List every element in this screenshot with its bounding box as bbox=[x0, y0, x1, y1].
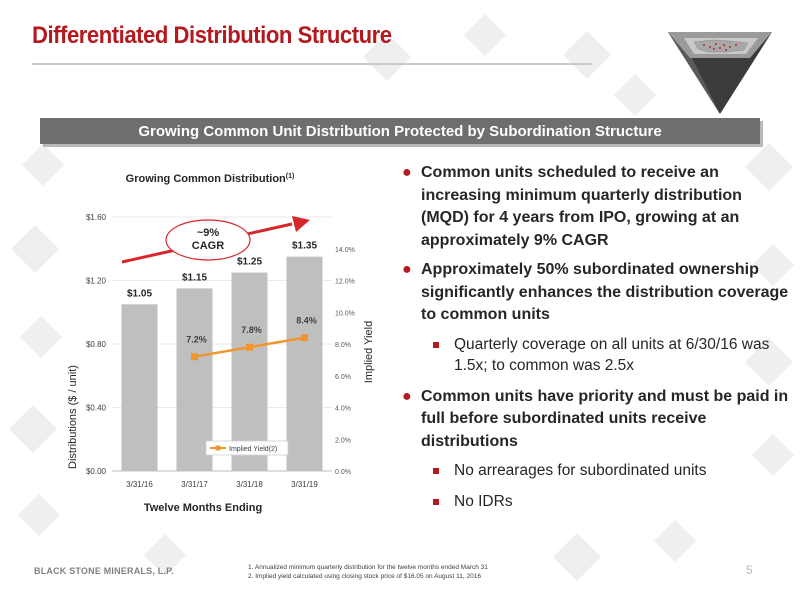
footnote: 1. Annualized minimum quarterly distribu… bbox=[248, 564, 488, 571]
y-right-tick-label: 12.0% bbox=[335, 279, 355, 286]
cagr-arrowhead-icon bbox=[292, 216, 310, 232]
x-tick-label: 3/31/16 bbox=[126, 480, 153, 489]
y-right-tick-label: 8.0% bbox=[335, 342, 351, 349]
bar-data-label: $1.35 bbox=[292, 241, 317, 252]
distribution-chart: Growing Common Distribution(1) $1.05 $1.1… bbox=[60, 162, 390, 524]
chart-bars: $1.05 $1.15 $1.25 $1.35 bbox=[121, 241, 323, 471]
bullet-item: ● Common units scheduled to receive an in… bbox=[402, 162, 790, 252]
company-logo bbox=[668, 32, 772, 114]
background-tile bbox=[10, 224, 60, 274]
chart-canvas: Growing Common Distribution(1) $1.05 $1.1… bbox=[67, 173, 375, 514]
bullet-square-icon bbox=[433, 498, 439, 505]
yield-data-label: 7.8% bbox=[241, 325, 262, 335]
cagr-bubble bbox=[165, 219, 251, 261]
bar bbox=[231, 272, 268, 471]
bullet-text: Approximately 50% subordinated ownership… bbox=[421, 261, 789, 323]
bar bbox=[286, 256, 323, 471]
background-tile bbox=[562, 30, 612, 80]
chart-title: Growing Common Distribution(1) bbox=[126, 173, 295, 185]
legend-box bbox=[205, 440, 289, 456]
background-tile bbox=[21, 143, 65, 187]
y-tick-label: $0.80 bbox=[86, 340, 107, 349]
bullet-dot-icon: ● bbox=[402, 261, 412, 278]
y-tick-label: $0.00 bbox=[86, 467, 107, 476]
footnotes: 1. Annualized minimum quarterly distribu… bbox=[248, 563, 488, 581]
y-axis-title: Distributions ($ / unit) bbox=[67, 365, 79, 469]
y-axis-right-title: Implied Yield bbox=[363, 321, 375, 383]
background-tile bbox=[8, 404, 58, 454]
cagr-annotation: ~9%CAGR bbox=[121, 216, 310, 264]
bar bbox=[121, 304, 158, 471]
background-tile bbox=[17, 493, 61, 537]
footer-company-name: BLACK STONE MINERALS, L.P. bbox=[34, 566, 174, 576]
chart-axes: $0.00 $0.40 $0.80 $1.20 $1.60 0.0% 2.0% 4.0% 6.0… bbox=[86, 213, 355, 489]
bullet-text: Common units scheduled to receive an inc… bbox=[421, 164, 742, 249]
y-tick-label: $1.20 bbox=[86, 277, 107, 286]
bullet-text: No IDRs bbox=[454, 492, 513, 510]
bar-data-label: $1.05 bbox=[127, 288, 152, 299]
bullet-square-icon bbox=[433, 468, 439, 474]
yield-data-label: 7.2% bbox=[186, 335, 207, 345]
chart-legend: Implied Yield(2) bbox=[205, 440, 289, 456]
background-tile bbox=[19, 315, 63, 359]
legend-label: Implied Yield(2) bbox=[229, 446, 277, 453]
y-right-tick-label: 4.0% bbox=[335, 406, 351, 413]
implied-yield-line: 7.2% 7.8% 8.4% bbox=[186, 316, 317, 361]
section-banner: Growing Common Unit Distribution Protect… bbox=[40, 118, 760, 144]
bullet-item: ● Common units have priority and must be … bbox=[402, 386, 790, 454]
bullet-text: Quarterly coverage on all units at 6/30/… bbox=[454, 335, 770, 375]
x-axis-title: Twelve Months Ending bbox=[144, 502, 262, 514]
bullet-square-icon bbox=[433, 341, 439, 348]
x-tick-label: 3/31/19 bbox=[291, 480, 318, 489]
sub-bullet-item: No arrearages for subordinated units bbox=[402, 460, 790, 482]
y-tick-label: $1.60 bbox=[86, 213, 107, 222]
x-tick-label: 3/31/18 bbox=[236, 480, 263, 489]
cagr-label: CAGR bbox=[192, 240, 224, 252]
background-tile bbox=[463, 13, 507, 57]
sub-bullet-item: No IDRs bbox=[402, 491, 790, 513]
bullet-text: No arrearages for subordinated units bbox=[454, 462, 707, 479]
banner-text: Growing Common Unit Distribution Protect… bbox=[138, 122, 662, 140]
y-right-tick-label: 0.0% bbox=[335, 469, 351, 476]
yield-data-label: 8.4% bbox=[296, 316, 317, 326]
bar bbox=[176, 288, 213, 471]
bullet-dot-icon: ● bbox=[402, 387, 412, 405]
background-tile bbox=[653, 519, 697, 563]
y-right-tick-label: 14.0% bbox=[335, 247, 355, 254]
y-tick-label: $0.40 bbox=[86, 404, 107, 413]
bullet-dot-icon: ● bbox=[402, 164, 412, 181]
background-tile bbox=[552, 532, 602, 582]
bullet-list: ● Common units scheduled to receive an in… bbox=[402, 162, 790, 521]
y-right-tick-label: 6.0% bbox=[335, 374, 351, 381]
footnote: 2. Implied yield calculated using closin… bbox=[248, 573, 481, 580]
bullet-item: ● Approximately 50% subordinated ownershi… bbox=[402, 259, 790, 327]
yield-point bbox=[246, 343, 253, 351]
x-tick-label: 3/31/17 bbox=[181, 480, 208, 489]
y-right-tick-label: 2.0% bbox=[335, 437, 351, 444]
page-number: 5 bbox=[746, 563, 753, 577]
legend-marker-swatch bbox=[215, 445, 221, 451]
bullet-text: Common units have priority and must be p… bbox=[421, 387, 789, 450]
bar-data-label: $1.15 bbox=[182, 272, 207, 283]
sub-bullet-item: Quarterly coverage on all units at 6/30/… bbox=[402, 334, 790, 377]
yield-point bbox=[301, 334, 308, 342]
y-right-tick-label: 10.0% bbox=[335, 310, 355, 317]
background-tile bbox=[613, 73, 657, 117]
title-divider bbox=[32, 63, 592, 65]
slide-title: Differentiated Distribution Structure bbox=[32, 22, 392, 49]
cagr-label: ~9% bbox=[197, 227, 220, 239]
bar-data-label: $1.25 bbox=[237, 257, 262, 268]
yield-point bbox=[191, 353, 198, 361]
